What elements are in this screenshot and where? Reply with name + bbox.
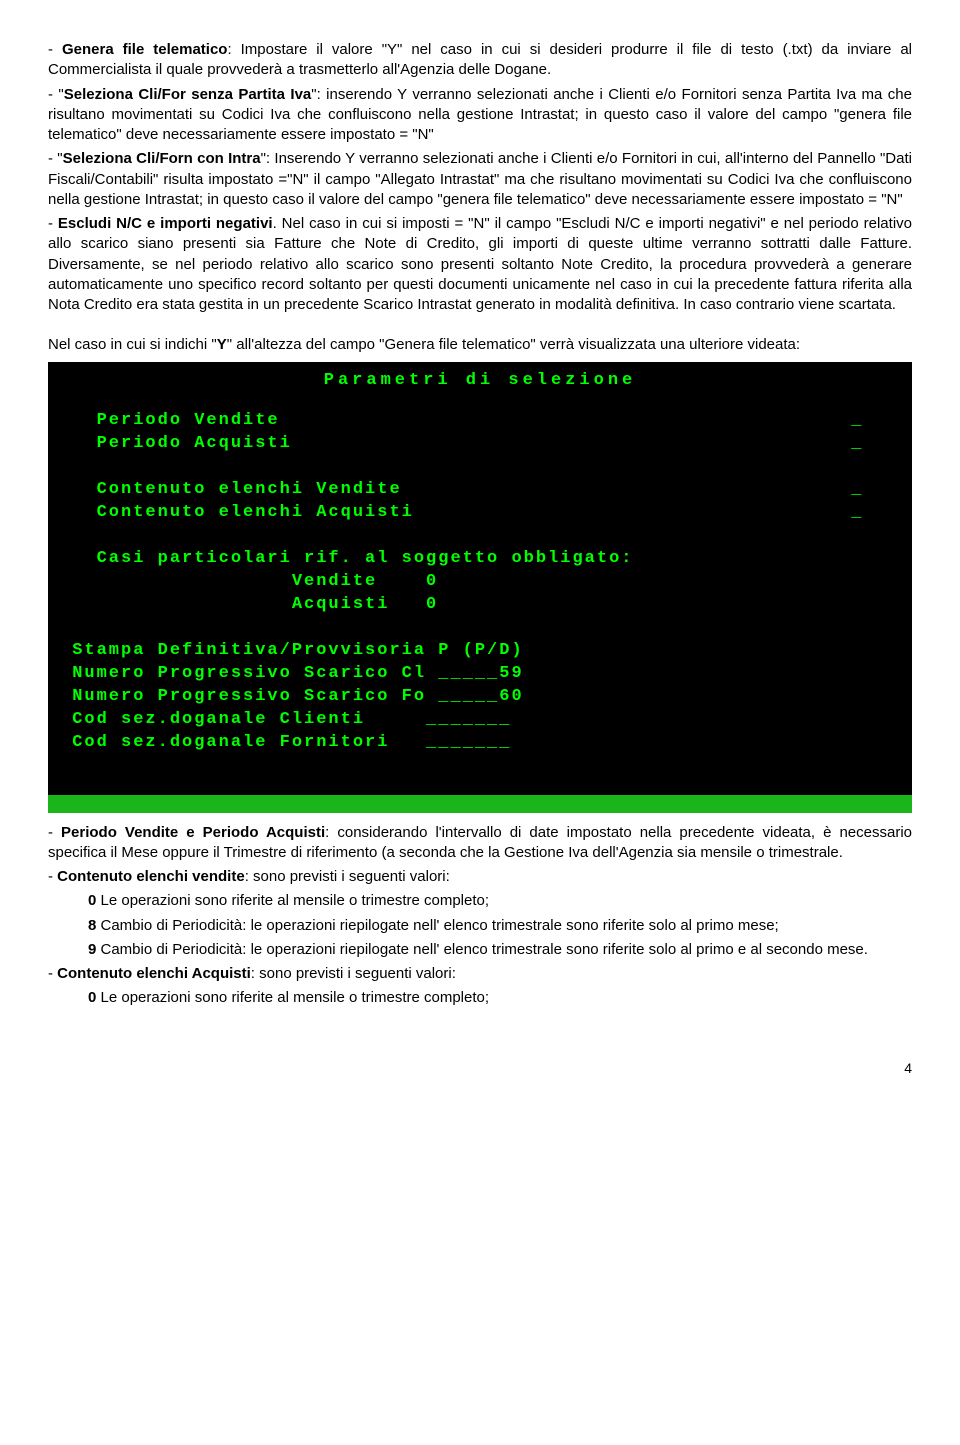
list-item: 9 Cambio di Periodicità: le operazioni r… <box>48 940 912 960</box>
text: - <box>48 41 62 58</box>
terminal-label: Periodo Acquisti <box>60 433 292 456</box>
terminal-value: _ <box>800 433 900 456</box>
bold: Y <box>217 336 227 353</box>
terminal-row: Vendite 0 <box>60 571 900 594</box>
terminal-value <box>800 594 900 617</box>
text: Cambio di Periodicità: le operazioni rie… <box>96 917 778 934</box>
para-contenuto-vendite: - Contenuto elenchi vendite: sono previs… <box>48 867 912 887</box>
terminal-row: Numero Progressivo Scarico Cl _____59 <box>60 663 900 686</box>
terminal-screen: Parametri di selezione Periodo Vendite_ … <box>48 362 912 813</box>
bold: Escludi N/C e importi negativi <box>58 215 273 232</box>
terminal-label: Contenuto elenchi Vendite <box>60 479 402 502</box>
text: - <box>48 965 57 982</box>
terminal-row: Contenuto elenchi Acquisti _ <box>60 502 900 525</box>
terminal-row: Casi particolari rif. al soggetto obblig… <box>60 548 900 571</box>
terminal-row: Numero Progressivo Scarico Fo _____60 <box>60 686 900 709</box>
terminal-value: _ <box>800 502 900 525</box>
text: - " <box>48 86 64 103</box>
text: Nel caso in cui si indichi " <box>48 336 217 353</box>
terminal-label: Numero Progressivo Scarico Fo _____60 <box>60 686 524 709</box>
terminal-value <box>800 617 900 640</box>
terminal-label: Cod sez.doganale Fornitori _______ <box>60 732 511 755</box>
terminal-label: Vendite 0 <box>60 571 438 594</box>
text: Cambio di Periodicità: le operazioni rie… <box>96 941 868 958</box>
terminal-row <box>60 456 900 479</box>
para-escludi-nc: - Escludi N/C e importi negativi. Nel ca… <box>48 214 912 315</box>
terminal-label: Contenuto elenchi Acquisti <box>60 502 414 525</box>
bold: Genera file telematico <box>62 41 228 58</box>
terminal-row: Cod sez.doganale Clienti _______ <box>60 709 900 732</box>
terminal-label <box>60 617 72 640</box>
terminal-row: Periodo Vendite _ <box>60 410 900 433</box>
para-seleziona-clifor: - "Seleziona Cli/For senza Partita Iva":… <box>48 85 912 146</box>
text: : sono previsti i seguenti valori: <box>251 965 456 982</box>
terminal-label: Stampa Definitiva/Provvisoria P (P/D) <box>60 640 524 663</box>
text: - " <box>48 150 63 167</box>
text: - <box>48 215 58 232</box>
bold: Seleziona Cli/For senza Partita Iva <box>64 86 312 103</box>
text: - <box>48 824 61 841</box>
terminal-title: Parametri di selezione <box>60 370 900 393</box>
list-item: 0 Le operazioni sono riferite al mensile… <box>48 891 912 911</box>
para-periodo-vendite-acquisti: - Periodo Vendite e Periodo Acquisti: co… <box>48 823 912 864</box>
list-item: 0 Le operazioni sono riferite al mensile… <box>48 988 912 1008</box>
terminal-label: Acquisti 0 <box>60 594 438 617</box>
bold: Periodo Vendite e Periodo Acquisti <box>61 824 325 841</box>
terminal-row: Cod sez.doganale Fornitori _______ <box>60 732 900 755</box>
terminal-value <box>800 709 900 732</box>
list-item: 8 Cambio di Periodicità: le operazioni r… <box>48 916 912 936</box>
terminal-row: Contenuto elenchi Vendite _ <box>60 479 900 502</box>
terminal-label <box>60 456 72 479</box>
terminal-row <box>60 525 900 548</box>
terminal-label: Casi particolari rif. al soggetto obblig… <box>60 548 633 571</box>
text: Le operazioni sono riferite al mensile o… <box>96 892 489 909</box>
para-genera-file: - Genera file telematico: Impostare il v… <box>48 40 912 81</box>
terminal-value <box>800 456 900 479</box>
terminal-value <box>800 663 900 686</box>
terminal-row <box>60 617 900 640</box>
terminal-value <box>800 732 900 755</box>
bold: Contenuto elenchi vendite <box>57 868 245 885</box>
bold: Seleziona Cli/Forn con Intra <box>63 150 261 167</box>
para-seleziona-cliforn-intra: - "Seleziona Cli/Forn con Intra": Insere… <box>48 149 912 210</box>
terminal-value <box>800 571 900 594</box>
terminal-label: Numero Progressivo Scarico Cl _____59 <box>60 663 524 686</box>
para-contenuto-acquisti: - Contenuto elenchi Acquisti: sono previ… <box>48 964 912 984</box>
terminal-label <box>60 525 72 548</box>
terminal-value: _ <box>800 479 900 502</box>
page-number: 4 <box>48 1059 912 1078</box>
text: - <box>48 868 57 885</box>
bold: Contenuto elenchi Acquisti <box>57 965 251 982</box>
text: " all'altezza del campo "Genera file tel… <box>227 336 800 353</box>
terminal-value: _ <box>800 410 900 433</box>
terminal-label: Cod sez.doganale Clienti _______ <box>60 709 511 732</box>
terminal-row: Stampa Definitiva/Provvisoria P (P/D) <box>60 640 900 663</box>
para-intro-videata: Nel caso in cui si indichi "Y" all'altez… <box>48 335 912 355</box>
terminal-value <box>800 548 900 571</box>
terminal-row: Periodo Acquisti _ <box>60 433 900 456</box>
text: Le operazioni sono riferite al mensile o… <box>96 989 489 1006</box>
terminal-value <box>800 525 900 548</box>
terminal-value <box>800 686 900 709</box>
terminal-label: Periodo Vendite <box>60 410 280 433</box>
text: : sono previsti i seguenti valori: <box>245 868 450 885</box>
terminal-row: Acquisti 0 <box>60 594 900 617</box>
terminal-value <box>800 640 900 663</box>
